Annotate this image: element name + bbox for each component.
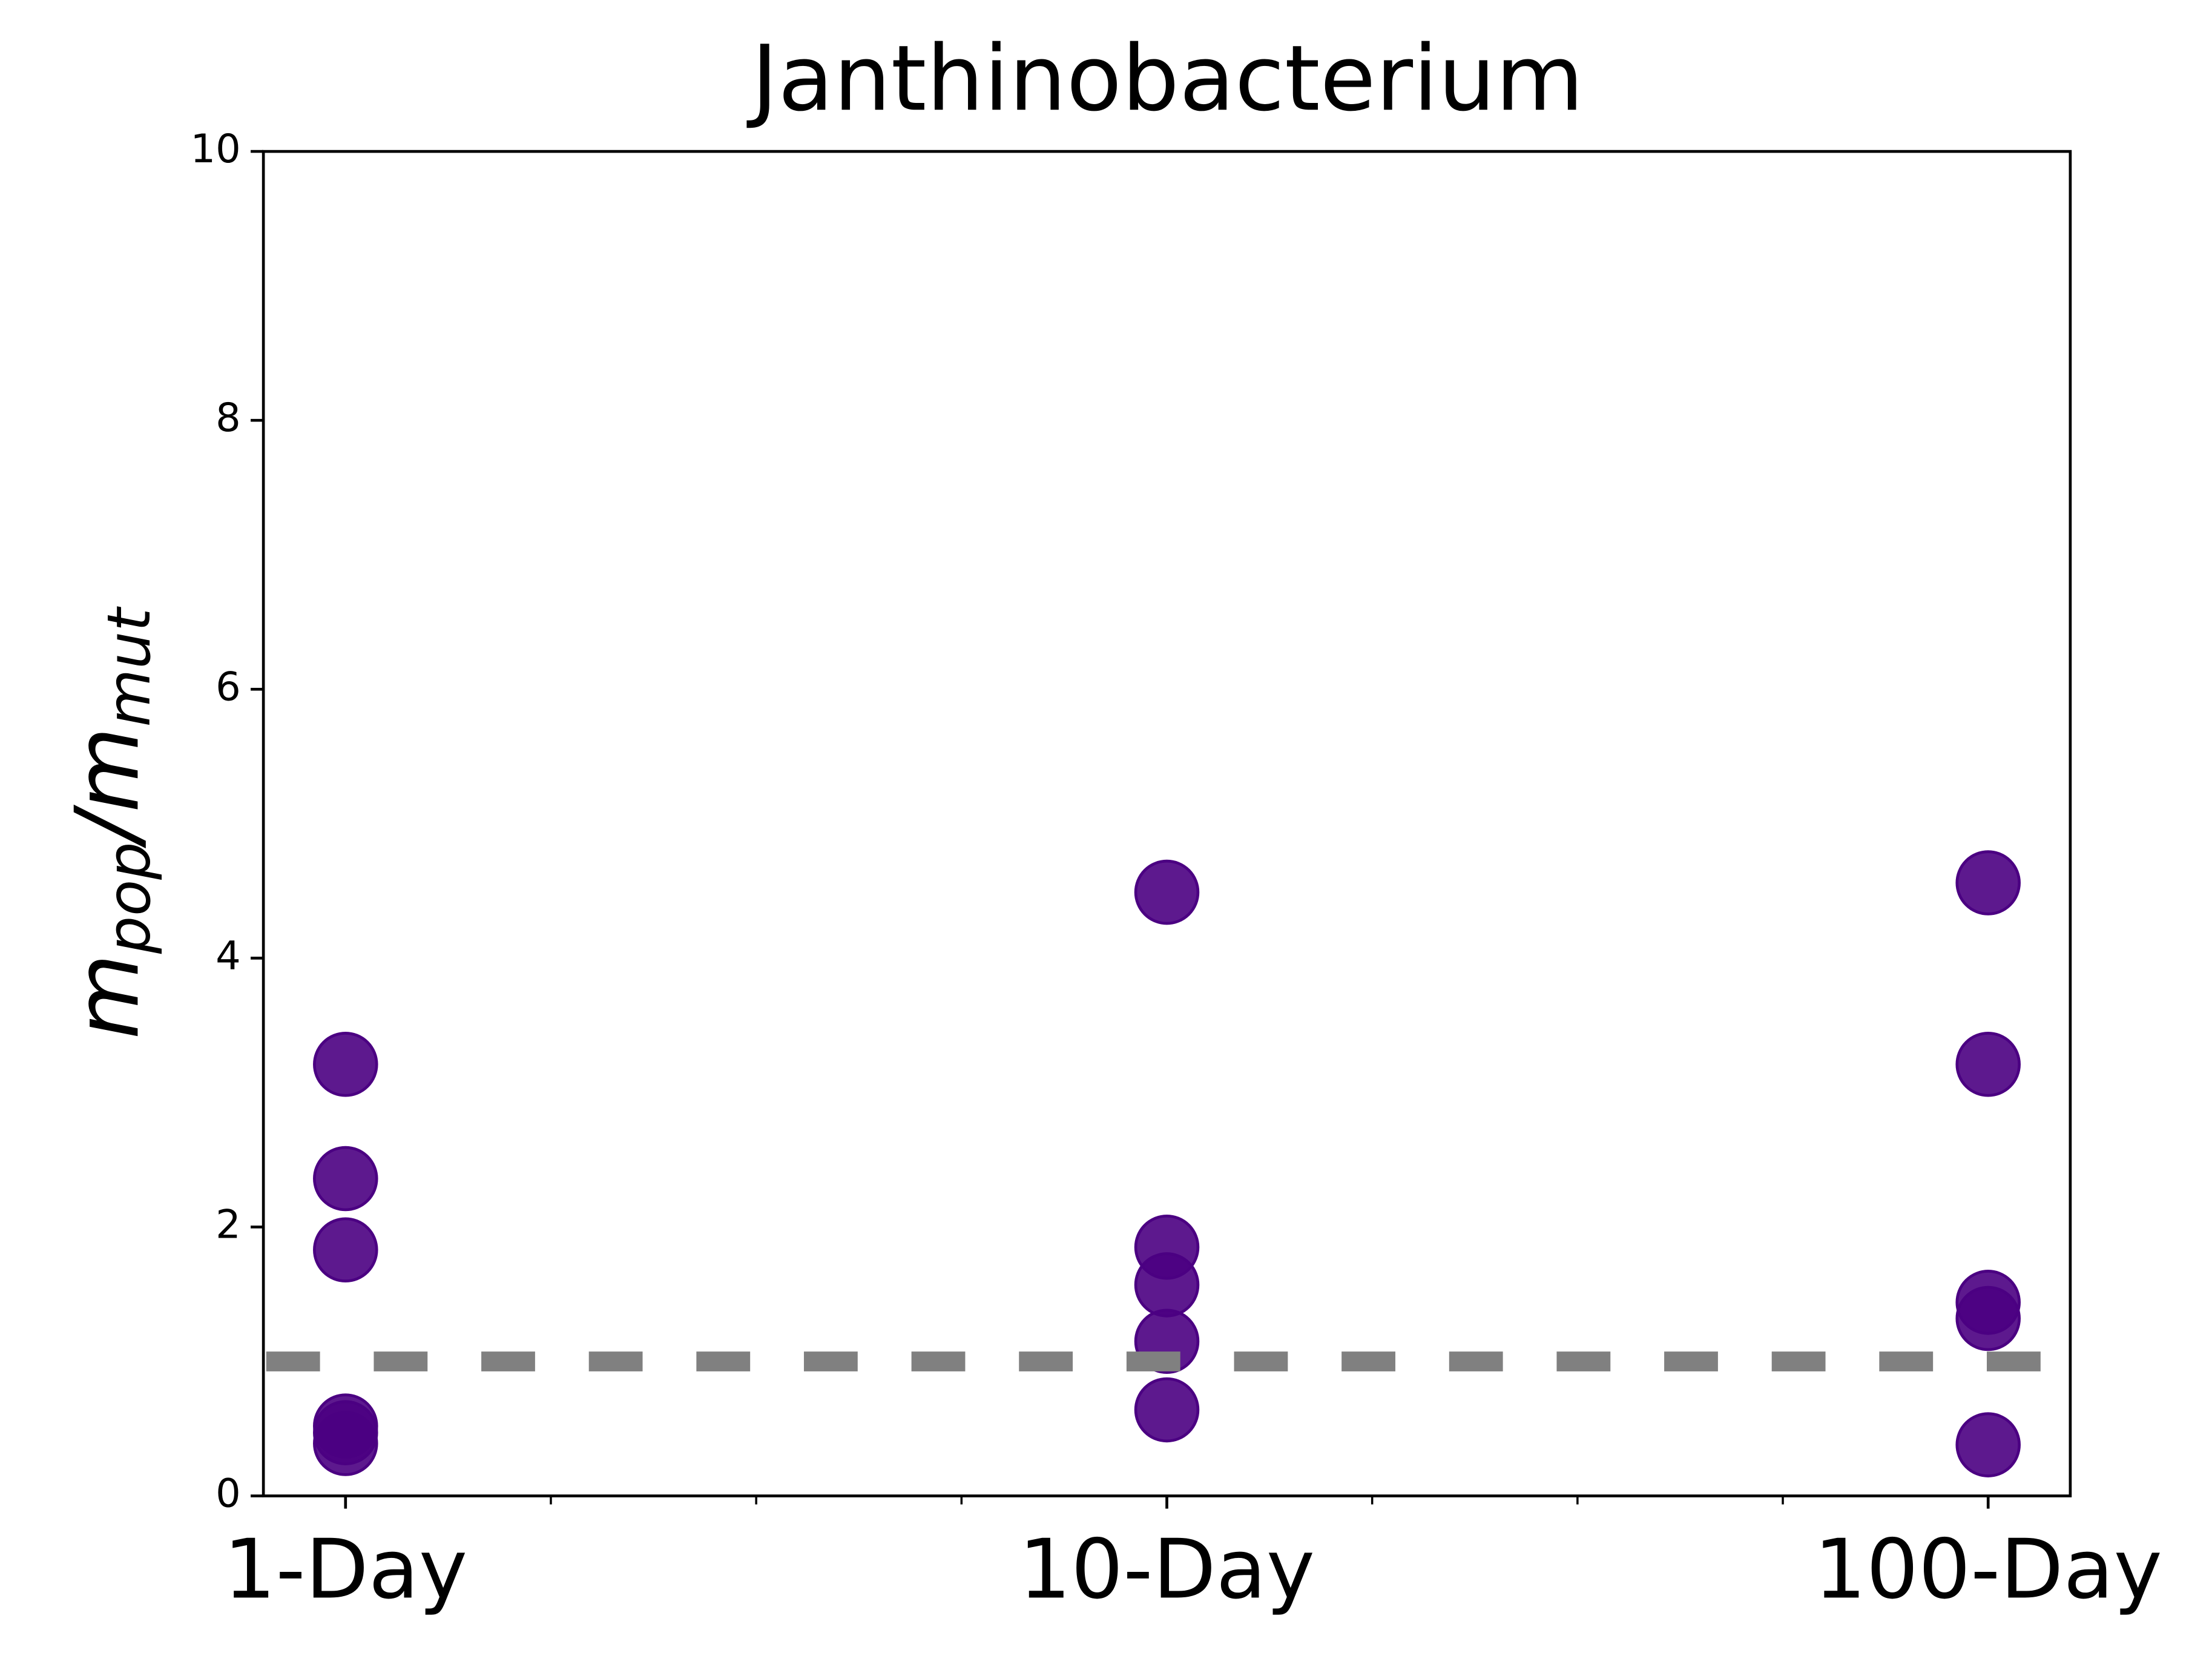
plot-frame xyxy=(262,150,2072,1497)
point xyxy=(313,1411,378,1476)
chart-title: Janthinobacterium xyxy=(746,26,1584,131)
point xyxy=(1955,1032,2021,1097)
point xyxy=(1955,1412,2021,1477)
point xyxy=(313,1146,378,1212)
y-axis-label-part: /m xyxy=(56,727,159,849)
point xyxy=(1134,1377,1200,1443)
y-tick-label: 8 xyxy=(216,395,241,441)
x-tick-label: 100-Day xyxy=(1814,1522,2162,1617)
y-tick-label: 10 xyxy=(190,126,240,172)
point xyxy=(1955,1285,2021,1351)
y-tick-label: 2 xyxy=(216,1202,241,1248)
point xyxy=(1134,1252,1200,1318)
x-tick-label: 1-Day xyxy=(223,1522,467,1617)
point xyxy=(1134,859,1200,925)
y-axis-label-part: pop xyxy=(95,842,164,955)
y-tick-label: 6 xyxy=(216,664,241,710)
point xyxy=(313,1217,378,1282)
x-tick-label: 10-Day xyxy=(1019,1522,1315,1617)
point xyxy=(1955,850,2021,916)
y-axis-label-part: m xyxy=(56,954,159,1039)
y-axis-label-part: mut xyxy=(95,606,164,727)
y-axis-label: mpop/mmut xyxy=(56,606,164,1040)
point xyxy=(313,1032,378,1097)
y-tick-label: 4 xyxy=(216,932,241,978)
y-tick-label: 0 xyxy=(216,1471,241,1517)
